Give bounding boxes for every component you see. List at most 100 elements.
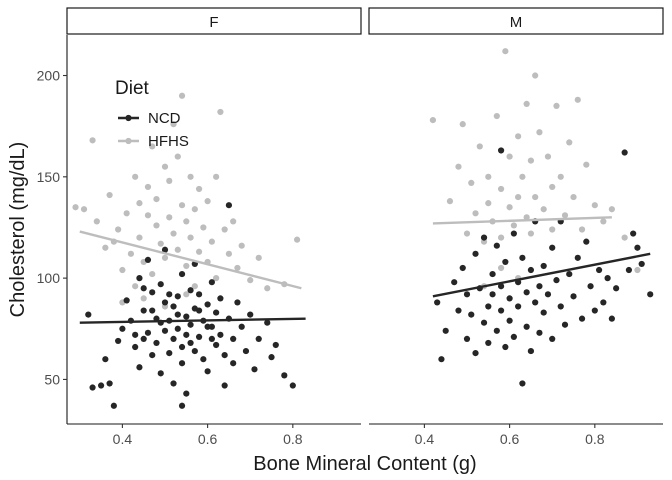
legend-key-point-ncd [125, 114, 132, 122]
data-point [544, 291, 552, 298]
data-point [497, 283, 505, 290]
trend-line-hfhs [432, 216, 612, 225]
data-point [532, 72, 539, 79]
data-point [115, 226, 122, 233]
data-point [595, 266, 603, 274]
data-point [170, 335, 177, 343]
data-point [183, 331, 190, 338]
data-point [238, 323, 245, 330]
data-point [566, 270, 573, 278]
data-point [157, 281, 164, 288]
data-point [191, 206, 198, 213]
data-point [195, 248, 203, 255]
data-point [502, 48, 509, 55]
data-point [502, 258, 509, 266]
data-point [497, 185, 505, 193]
data-point [234, 299, 241, 306]
data-point [523, 323, 530, 330]
data-point [608, 206, 615, 213]
x-axis-title: Bone Mineral Content (g) [253, 453, 476, 475]
data-point [110, 402, 117, 409]
data-point [195, 333, 203, 340]
data-point [178, 343, 186, 351]
data-point [578, 315, 586, 322]
data-point [174, 293, 181, 300]
data-point [166, 214, 173, 221]
data-point [221, 382, 228, 389]
data-point [472, 210, 479, 217]
data-point [289, 382, 296, 389]
data-point [264, 319, 271, 326]
data-point [140, 307, 147, 314]
data-point [515, 303, 522, 310]
data-point [149, 289, 156, 296]
data-point [132, 173, 139, 180]
data-point [170, 230, 177, 237]
data-point [268, 354, 275, 361]
data-point [506, 295, 513, 302]
data-point [493, 327, 500, 334]
data-point [600, 299, 607, 306]
data-point [102, 244, 109, 251]
data-point [170, 303, 177, 310]
data-point [485, 200, 492, 207]
data-point [591, 307, 598, 314]
data-point [510, 333, 517, 340]
data-point [570, 293, 577, 300]
data-point [157, 240, 164, 247]
data-point [463, 291, 471, 298]
data-point [485, 303, 492, 310]
facet-label-m: M [510, 14, 523, 31]
data-point [293, 236, 301, 243]
legend-key-point-hfhs [125, 137, 132, 145]
y-axis-title: Cholesterol (mg/dL) [7, 142, 29, 318]
data-point [630, 230, 637, 237]
facet-strip-m [368, 7, 664, 35]
data-point [506, 153, 513, 160]
data-point [157, 370, 164, 377]
x-tick-label: 0.8 [585, 431, 605, 447]
data-point [608, 315, 615, 322]
data-point [485, 339, 492, 347]
data-point [506, 204, 513, 211]
data-point [174, 325, 181, 332]
data-point [191, 347, 198, 355]
data-point [510, 222, 517, 229]
data-point [523, 289, 530, 296]
data-point [553, 102, 560, 110]
data-point [493, 242, 500, 249]
data-point [519, 380, 526, 387]
legend-title: Diet [115, 78, 150, 99]
data-point [515, 193, 522, 201]
data-point [106, 380, 113, 387]
facet-strip-f [66, 7, 362, 35]
data-point [208, 335, 215, 343]
data-point [459, 264, 466, 272]
data-point [523, 214, 530, 221]
data-point [242, 347, 250, 355]
data-point [638, 260, 645, 268]
data-point [527, 266, 535, 274]
data-point [178, 202, 186, 209]
data-point [583, 238, 590, 245]
legend: Diet NCD HFHS [115, 78, 189, 150]
data-point [200, 224, 207, 231]
data-point [178, 270, 186, 278]
data-point [536, 329, 543, 336]
data-point [183, 390, 190, 397]
data-point [119, 325, 126, 332]
legend-label-hfhs: HFHS [148, 133, 189, 150]
data-point [247, 277, 254, 284]
data-point [187, 339, 194, 347]
data-point [527, 347, 535, 355]
data-point [255, 335, 262, 343]
data-point [463, 335, 471, 343]
data-point [132, 283, 139, 290]
data-point [217, 108, 224, 116]
data-point [429, 116, 437, 124]
series-hfhs [429, 48, 641, 290]
data-point [625, 266, 633, 274]
data-point [540, 309, 547, 316]
data-point [187, 234, 194, 241]
data-point [230, 335, 237, 343]
